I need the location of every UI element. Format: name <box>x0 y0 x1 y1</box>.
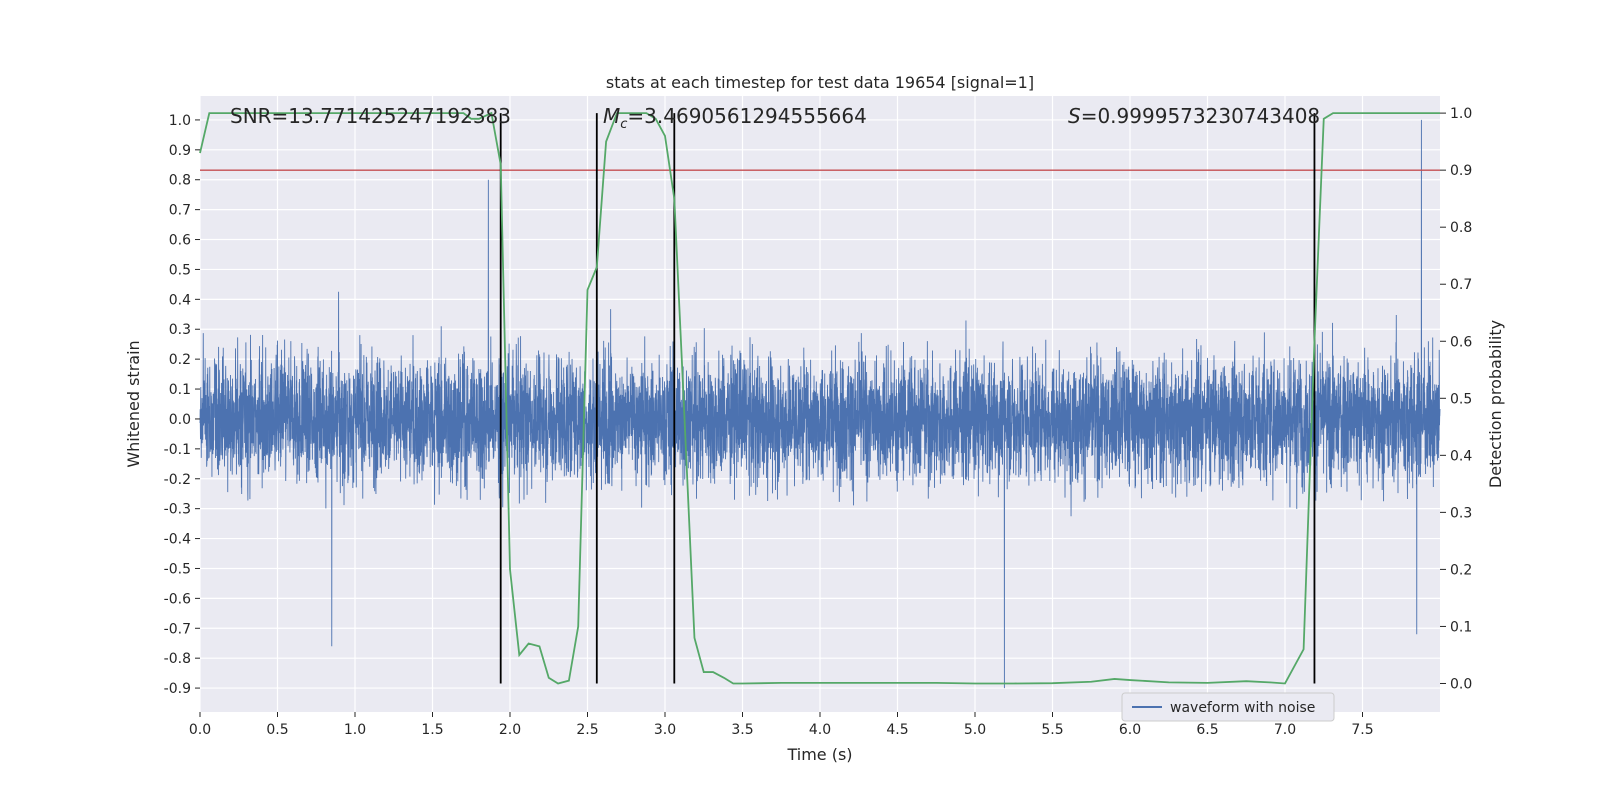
snr-annotation: SNR=13.771425247192383 <box>230 104 511 128</box>
y-right-tick-label: 0.7 <box>1450 277 1472 293</box>
x-tick-label: 0.0 <box>189 722 211 738</box>
x-tick-label: 4.5 <box>886 722 908 738</box>
y-left-tick-label: -0.6 <box>164 591 191 607</box>
y-right-tick-label: 1.0 <box>1450 106 1472 122</box>
y-right-tick-label: 0.5 <box>1450 391 1472 407</box>
x-tick-label: 5.5 <box>1041 722 1063 738</box>
y-right-tick-label: 0.0 <box>1450 676 1472 692</box>
y-right-tick-label: 0.8 <box>1450 220 1472 236</box>
waveform-with-noise-series <box>199 119 1441 689</box>
y-left-tick-label: 0.2 <box>169 352 191 368</box>
y-left-tick-label: 0.8 <box>169 173 191 189</box>
y-left-tick-label: -0.2 <box>164 472 191 488</box>
waveform-trace <box>199 119 1441 689</box>
x-axis-ticks: 0.0 0.5 1.0 1.5 2.0 2.5 3.0 3.5 4.0 4.5 5.0 5.5 6.0 6… <box>189 712 1374 738</box>
chirp-mass-annotation: Mc=3.4690561294555664 <box>603 104 867 132</box>
y-left-tick-label: -0.8 <box>164 651 191 667</box>
y-left-tick-label: 0.1 <box>169 382 191 398</box>
x-tick-label: 2.5 <box>576 722 598 738</box>
y-left-tick-label: 0.7 <box>169 203 191 219</box>
x-tick-label: 6.5 <box>1196 722 1218 738</box>
y-axis-left-label: Whitened strain <box>124 340 143 467</box>
s-annotation: S=0.9999573230743408 <box>1068 104 1320 128</box>
y-left-tick-label: -0.4 <box>164 532 191 548</box>
y-axis-left-ticks: 1.0 0.9 0.8 0.7 0.6 0.5 0.4 0.3 0.2 0.1 0.0 -0.1 -0.… <box>164 113 200 697</box>
x-tick-label: 7.5 <box>1351 722 1373 738</box>
x-tick-label: 3.0 <box>654 722 676 738</box>
s-value: =0.9999573230743408 <box>1081 104 1320 128</box>
detection-probability-line <box>199 111 1440 685</box>
y-left-tick-label: 0.6 <box>169 233 191 249</box>
x-tick-label: 3.5 <box>731 722 753 738</box>
x-tick-label: 0.5 <box>266 722 288 738</box>
y-axis-right-ticks: 1.0 0.9 0.8 0.7 0.6 0.5 0.4 0.3 0.2 0.1 0.0 <box>1440 106 1472 692</box>
y-left-tick-label: 0.3 <box>169 322 191 338</box>
y-right-tick-label: 0.2 <box>1450 562 1472 578</box>
x-tick-label: 1.0 <box>344 722 366 738</box>
x-tick-label: 7.0 <box>1274 722 1296 738</box>
y-left-tick-label: 0.9 <box>169 143 191 159</box>
y-left-tick-label: -0.9 <box>164 681 191 697</box>
y-left-tick-label: 0.4 <box>169 292 191 308</box>
event-lines <box>499 113 1316 684</box>
x-tick-label: 5.0 <box>964 722 986 738</box>
y-right-tick-label: 0.9 <box>1450 163 1472 179</box>
y-left-tick-label: -0.1 <box>164 442 191 458</box>
legend: waveform with noise <box>1121 692 1335 722</box>
y-right-tick-label: 0.6 <box>1450 334 1472 350</box>
y-right-tick-label: 0.3 <box>1450 505 1472 521</box>
s-symbol: S <box>1068 104 1081 128</box>
y-axis-right-label: Detection probability <box>1486 320 1505 488</box>
y-left-tick-label: 1.0 <box>169 113 191 129</box>
x-axis-label: Time (s) <box>786 745 852 764</box>
chart-title: stats at each timestep for test data 196… <box>606 73 1034 92</box>
x-tick-label: 1.5 <box>421 722 443 738</box>
y-left-tick-label: -0.7 <box>164 621 191 637</box>
legend-label: waveform with noise <box>1170 700 1315 716</box>
y-right-tick-label: 0.4 <box>1450 448 1472 464</box>
y-right-tick-label: 0.1 <box>1450 619 1472 635</box>
x-tick-label: 4.0 <box>809 722 831 738</box>
legend-box <box>1121 692 1335 722</box>
y-left-tick-label: 0.5 <box>169 262 191 278</box>
chirp-mass-subscript: c <box>620 117 627 132</box>
chirp-mass-value: =3.4690561294555664 <box>627 104 866 128</box>
chirp-mass-symbol: M <box>603 104 620 128</box>
x-tick-label: 6.0 <box>1119 722 1141 738</box>
x-tick-label: 2.0 <box>499 722 521 738</box>
y-left-tick-label: -0.3 <box>164 502 191 518</box>
y-left-tick-label: -0.5 <box>164 561 191 577</box>
y-left-tick-label: 0.0 <box>169 412 191 428</box>
